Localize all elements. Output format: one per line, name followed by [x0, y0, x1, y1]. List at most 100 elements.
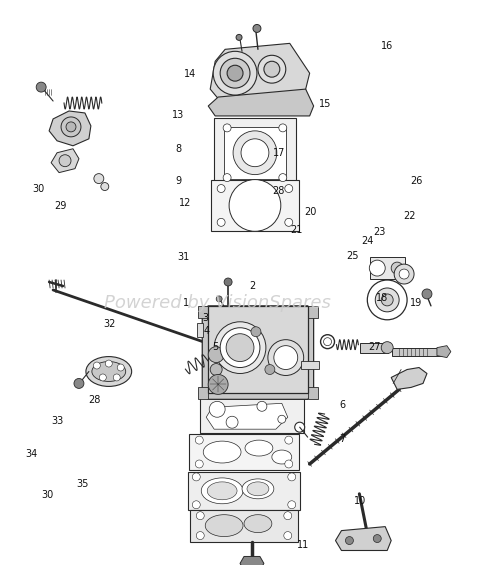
Circle shape [258, 56, 286, 83]
Circle shape [59, 155, 71, 167]
Polygon shape [51, 149, 79, 172]
Circle shape [381, 294, 393, 306]
Circle shape [61, 117, 81, 137]
Bar [197, 323, 203, 337]
Text: 4: 4 [204, 326, 210, 336]
Text: 8: 8 [175, 145, 181, 154]
Circle shape [94, 174, 104, 184]
Bar [370, 257, 405, 279]
Circle shape [223, 124, 231, 132]
Circle shape [66, 122, 76, 132]
Text: 27: 27 [369, 342, 381, 352]
Circle shape [74, 378, 84, 388]
Circle shape [227, 65, 243, 81]
Circle shape [223, 174, 231, 181]
Text: 3: 3 [202, 314, 208, 323]
Polygon shape [202, 306, 314, 399]
Ellipse shape [247, 482, 269, 496]
Text: 18: 18 [376, 293, 388, 303]
Text: 30: 30 [32, 184, 44, 194]
Circle shape [274, 346, 298, 370]
Circle shape [208, 374, 228, 395]
Circle shape [226, 334, 254, 362]
Text: 22: 22 [403, 211, 415, 221]
Text: 21: 21 [290, 225, 302, 235]
Circle shape [192, 501, 200, 509]
Text: 7: 7 [340, 434, 346, 443]
Text: 16: 16 [381, 41, 393, 50]
Text: 10: 10 [354, 496, 366, 506]
Circle shape [381, 342, 393, 354]
Circle shape [210, 363, 222, 375]
Circle shape [241, 139, 269, 167]
Circle shape [257, 401, 267, 411]
Circle shape [375, 288, 399, 312]
Ellipse shape [272, 450, 292, 464]
Bar [208, 306, 308, 393]
Bar [188, 472, 300, 510]
Bar [198, 387, 208, 399]
Text: 24: 24 [361, 236, 373, 246]
Circle shape [285, 460, 293, 468]
Circle shape [195, 460, 203, 468]
Circle shape [422, 289, 432, 299]
Polygon shape [391, 367, 427, 390]
Bar [360, 342, 388, 353]
Ellipse shape [244, 515, 272, 532]
Text: 33: 33 [52, 416, 64, 425]
Bar [308, 306, 318, 318]
Circle shape [195, 436, 203, 444]
Text: 31: 31 [177, 252, 189, 262]
Circle shape [113, 374, 120, 381]
Circle shape [399, 269, 409, 279]
Circle shape [284, 532, 292, 540]
Bar [301, 361, 319, 369]
Circle shape [216, 296, 222, 302]
Text: 20: 20 [305, 207, 317, 217]
Text: 15: 15 [320, 99, 332, 109]
Polygon shape [49, 111, 91, 146]
Text: 19: 19 [411, 298, 422, 308]
Text: 23: 23 [373, 227, 386, 236]
Text: Powered by VisionSpares: Powered by VisionSpares [104, 294, 331, 312]
Text: 12: 12 [179, 198, 192, 209]
Text: 14: 14 [184, 69, 197, 79]
Circle shape [217, 185, 225, 193]
Polygon shape [210, 43, 310, 101]
Text: 32: 32 [103, 319, 116, 329]
Circle shape [251, 327, 261, 337]
Circle shape [285, 185, 293, 193]
Circle shape [101, 183, 109, 191]
Text: 6: 6 [340, 400, 346, 410]
Ellipse shape [203, 441, 241, 463]
Text: 11: 11 [297, 540, 310, 549]
Text: 28: 28 [88, 395, 101, 405]
Text: 1: 1 [183, 298, 189, 308]
Text: 5: 5 [212, 342, 218, 352]
Circle shape [93, 362, 100, 369]
Ellipse shape [92, 362, 125, 382]
Circle shape [253, 24, 261, 32]
Circle shape [220, 328, 260, 367]
Polygon shape [206, 403, 288, 429]
Bar [200, 395, 304, 433]
Text: 25: 25 [346, 251, 359, 261]
Circle shape [233, 131, 277, 175]
Text: 28: 28 [273, 186, 285, 196]
Circle shape [288, 473, 296, 481]
Circle shape [284, 511, 292, 520]
Circle shape [373, 535, 381, 543]
Circle shape [370, 260, 385, 276]
Bar [190, 510, 298, 541]
Circle shape [220, 58, 250, 88]
Bar [308, 387, 318, 399]
Circle shape [229, 180, 281, 231]
Circle shape [391, 262, 403, 274]
Polygon shape [240, 556, 264, 567]
Circle shape [278, 415, 286, 423]
Circle shape [214, 322, 266, 374]
Bar [189, 434, 299, 470]
Text: 26: 26 [411, 176, 423, 186]
Circle shape [394, 264, 414, 284]
Text: 35: 35 [76, 479, 88, 489]
